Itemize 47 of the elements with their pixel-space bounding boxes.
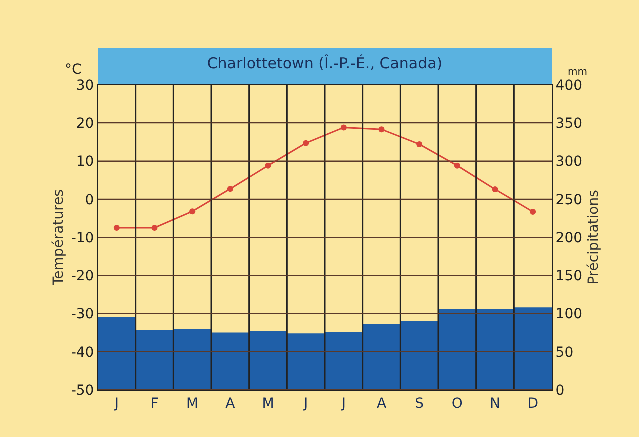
- x-tick-label: A: [226, 396, 236, 412]
- y-tick-label: -20: [71, 268, 94, 285]
- point: [265, 162, 272, 169]
- y-axis-title: Températures: [50, 190, 67, 286]
- point: [114, 224, 120, 231]
- y-tick-label: 0: [85, 192, 94, 208]
- x-tick-label: J: [340, 396, 346, 412]
- y2-tick-label: 0: [556, 382, 565, 399]
- y2-tick-label: 350: [556, 116, 583, 132]
- point: [227, 186, 234, 192]
- point: [303, 140, 310, 146]
- y-tick-label: 20: [76, 116, 94, 132]
- x-tick-label: N: [490, 396, 500, 412]
- y2-tick-label: 50: [556, 344, 574, 361]
- x-tick-label: J: [114, 396, 119, 412]
- point: [416, 141, 423, 148]
- x-tick-label: S: [415, 396, 424, 412]
- point: [492, 186, 498, 192]
- x-tick-label: M: [262, 396, 274, 412]
- y-tick-label: -10: [71, 230, 94, 246]
- point: [530, 208, 536, 215]
- y2-tick-label: 200: [556, 230, 583, 246]
- y2-tick-label: 150: [556, 268, 583, 285]
- x-tick-label: A: [376, 396, 387, 412]
- point: [190, 208, 196, 215]
- point: [378, 126, 385, 133]
- y2-tick-label: 400: [556, 78, 583, 94]
- point: [454, 162, 460, 169]
- x-tick-label: D: [528, 396, 538, 412]
- x-tick-label: M: [186, 396, 199, 412]
- y2-tick-label: 100: [556, 306, 583, 323]
- y2-tick-label: 250: [556, 192, 583, 208]
- y2-axis-title: Précipitations: [586, 190, 602, 285]
- chart-title: Charlottetown (Î.-P.-É., Canada): [207, 54, 443, 72]
- point: [152, 224, 158, 231]
- text: °C: [65, 62, 82, 78]
- text: mm: [568, 67, 588, 78]
- y-tick-label: 10: [76, 154, 94, 170]
- x-tick-label: O: [452, 396, 463, 412]
- y2-tick-label: 300: [556, 154, 583, 170]
- x-tick-label: F: [150, 396, 159, 412]
- y-tick-label: -40: [71, 344, 94, 361]
- x-tick-label: J: [303, 396, 308, 412]
- y-tick-label: 30: [76, 78, 94, 94]
- point: [340, 124, 347, 131]
- y-tick-label: -30: [71, 306, 94, 323]
- y-tick-label: -50: [71, 382, 94, 399]
